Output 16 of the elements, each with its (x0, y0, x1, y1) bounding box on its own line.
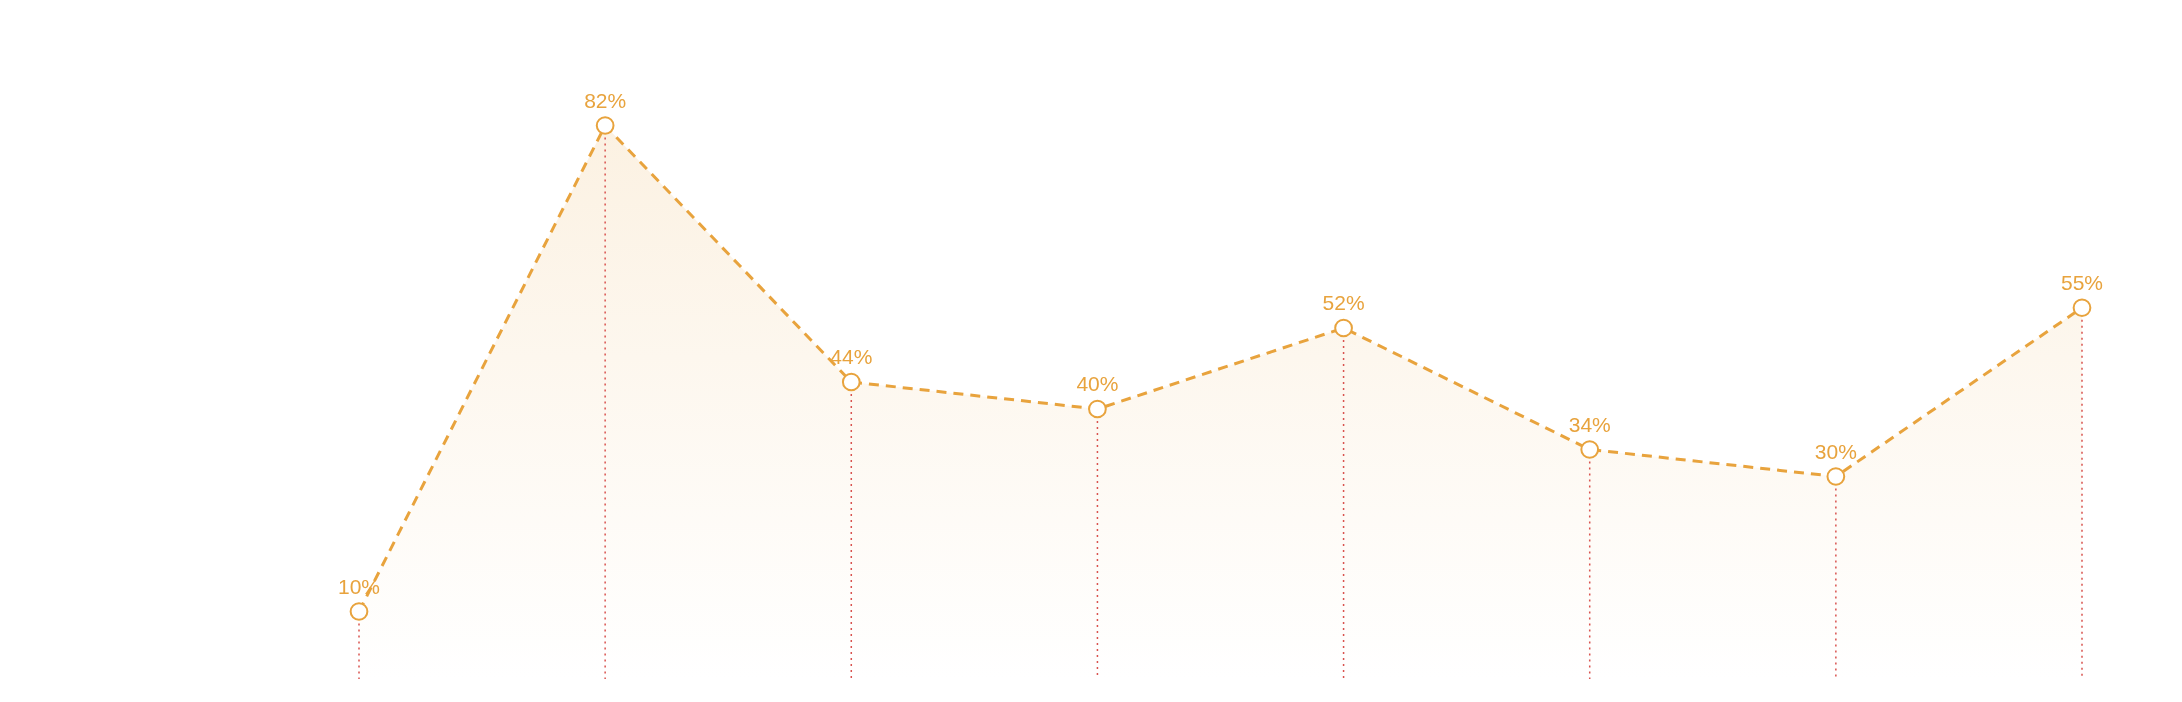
data-label: 30% (1814, 439, 1857, 463)
point (841, 372, 861, 392)
data-label: 82% (584, 88, 627, 112)
data-label: 10% (337, 574, 381, 598)
point (1334, 318, 1353, 338)
data-label: 55% (2060, 270, 2104, 294)
point (1580, 440, 1600, 459)
data-label: 34% (1568, 412, 1611, 436)
point (2072, 298, 2092, 318)
point (1088, 399, 1107, 419)
point (349, 602, 369, 621)
point (595, 116, 615, 135)
data-label: 44% (830, 345, 873, 368)
data-label: 52% (1322, 291, 1365, 314)
point (1826, 467, 1846, 486)
data-label: 40% (1076, 372, 1119, 395)
